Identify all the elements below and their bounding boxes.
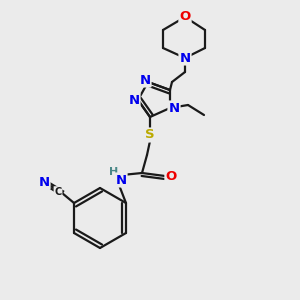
Text: N: N bbox=[179, 52, 191, 64]
Text: O: O bbox=[179, 11, 191, 23]
Text: H: H bbox=[110, 167, 118, 177]
Text: N: N bbox=[38, 176, 50, 188]
Text: N: N bbox=[116, 173, 127, 187]
Text: O: O bbox=[165, 169, 177, 182]
Text: S: S bbox=[145, 128, 155, 142]
Text: N: N bbox=[168, 101, 180, 115]
Text: C: C bbox=[54, 187, 61, 197]
Text: N: N bbox=[128, 94, 140, 106]
Text: N: N bbox=[140, 74, 151, 86]
